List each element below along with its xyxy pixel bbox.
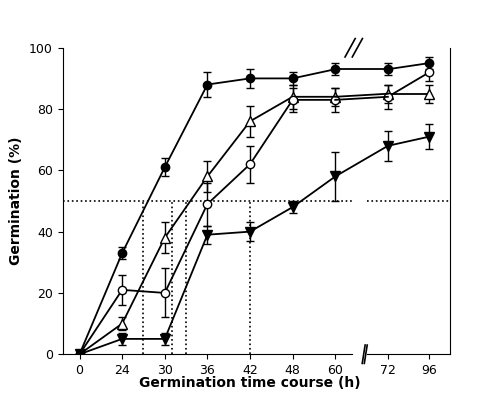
Y-axis label: Germination (%): Germination (%) [10,137,24,265]
Text: Germination time course (h): Germination time course (h) [139,376,361,390]
